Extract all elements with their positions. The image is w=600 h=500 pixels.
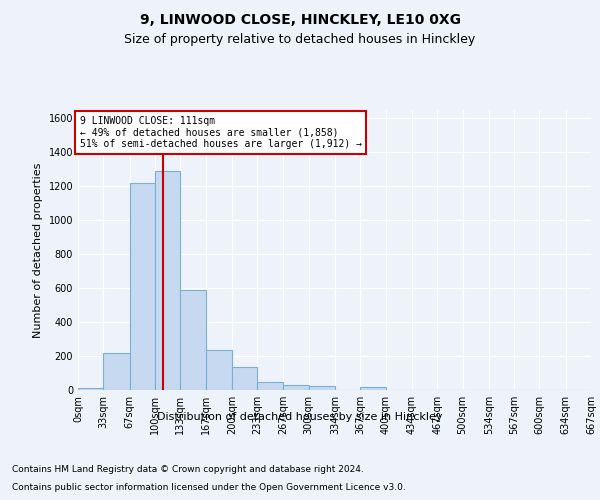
Text: 9 LINWOOD CLOSE: 111sqm
← 49% of detached houses are smaller (1,858)
51% of semi: 9 LINWOOD CLOSE: 111sqm ← 49% of detache… (80, 116, 362, 149)
Bar (180, 290, 206, 390)
Bar (283, 385, 309, 390)
Bar (130, 183, 155, 390)
Y-axis label: Number of detached properties: Number of detached properties (33, 162, 43, 338)
Text: Size of property relative to detached houses in Hinckley: Size of property relative to detached ho… (124, 32, 476, 46)
Bar (103, 352, 130, 390)
Bar (206, 350, 232, 390)
Text: Contains HM Land Registry data © Crown copyright and database right 2024.: Contains HM Land Registry data © Crown c… (12, 465, 364, 474)
Bar (78, 388, 103, 390)
Bar (309, 386, 335, 390)
Bar (232, 367, 257, 390)
Text: 9, LINWOOD CLOSE, HINCKLEY, LE10 0XG: 9, LINWOOD CLOSE, HINCKLEY, LE10 0XG (139, 12, 461, 26)
Bar (257, 382, 283, 390)
Bar (155, 171, 180, 390)
Text: Contains public sector information licensed under the Open Government Licence v3: Contains public sector information licen… (12, 482, 406, 492)
Text: Distribution of detached houses by size in Hinckley: Distribution of detached houses by size … (157, 412, 443, 422)
Bar (360, 388, 386, 390)
